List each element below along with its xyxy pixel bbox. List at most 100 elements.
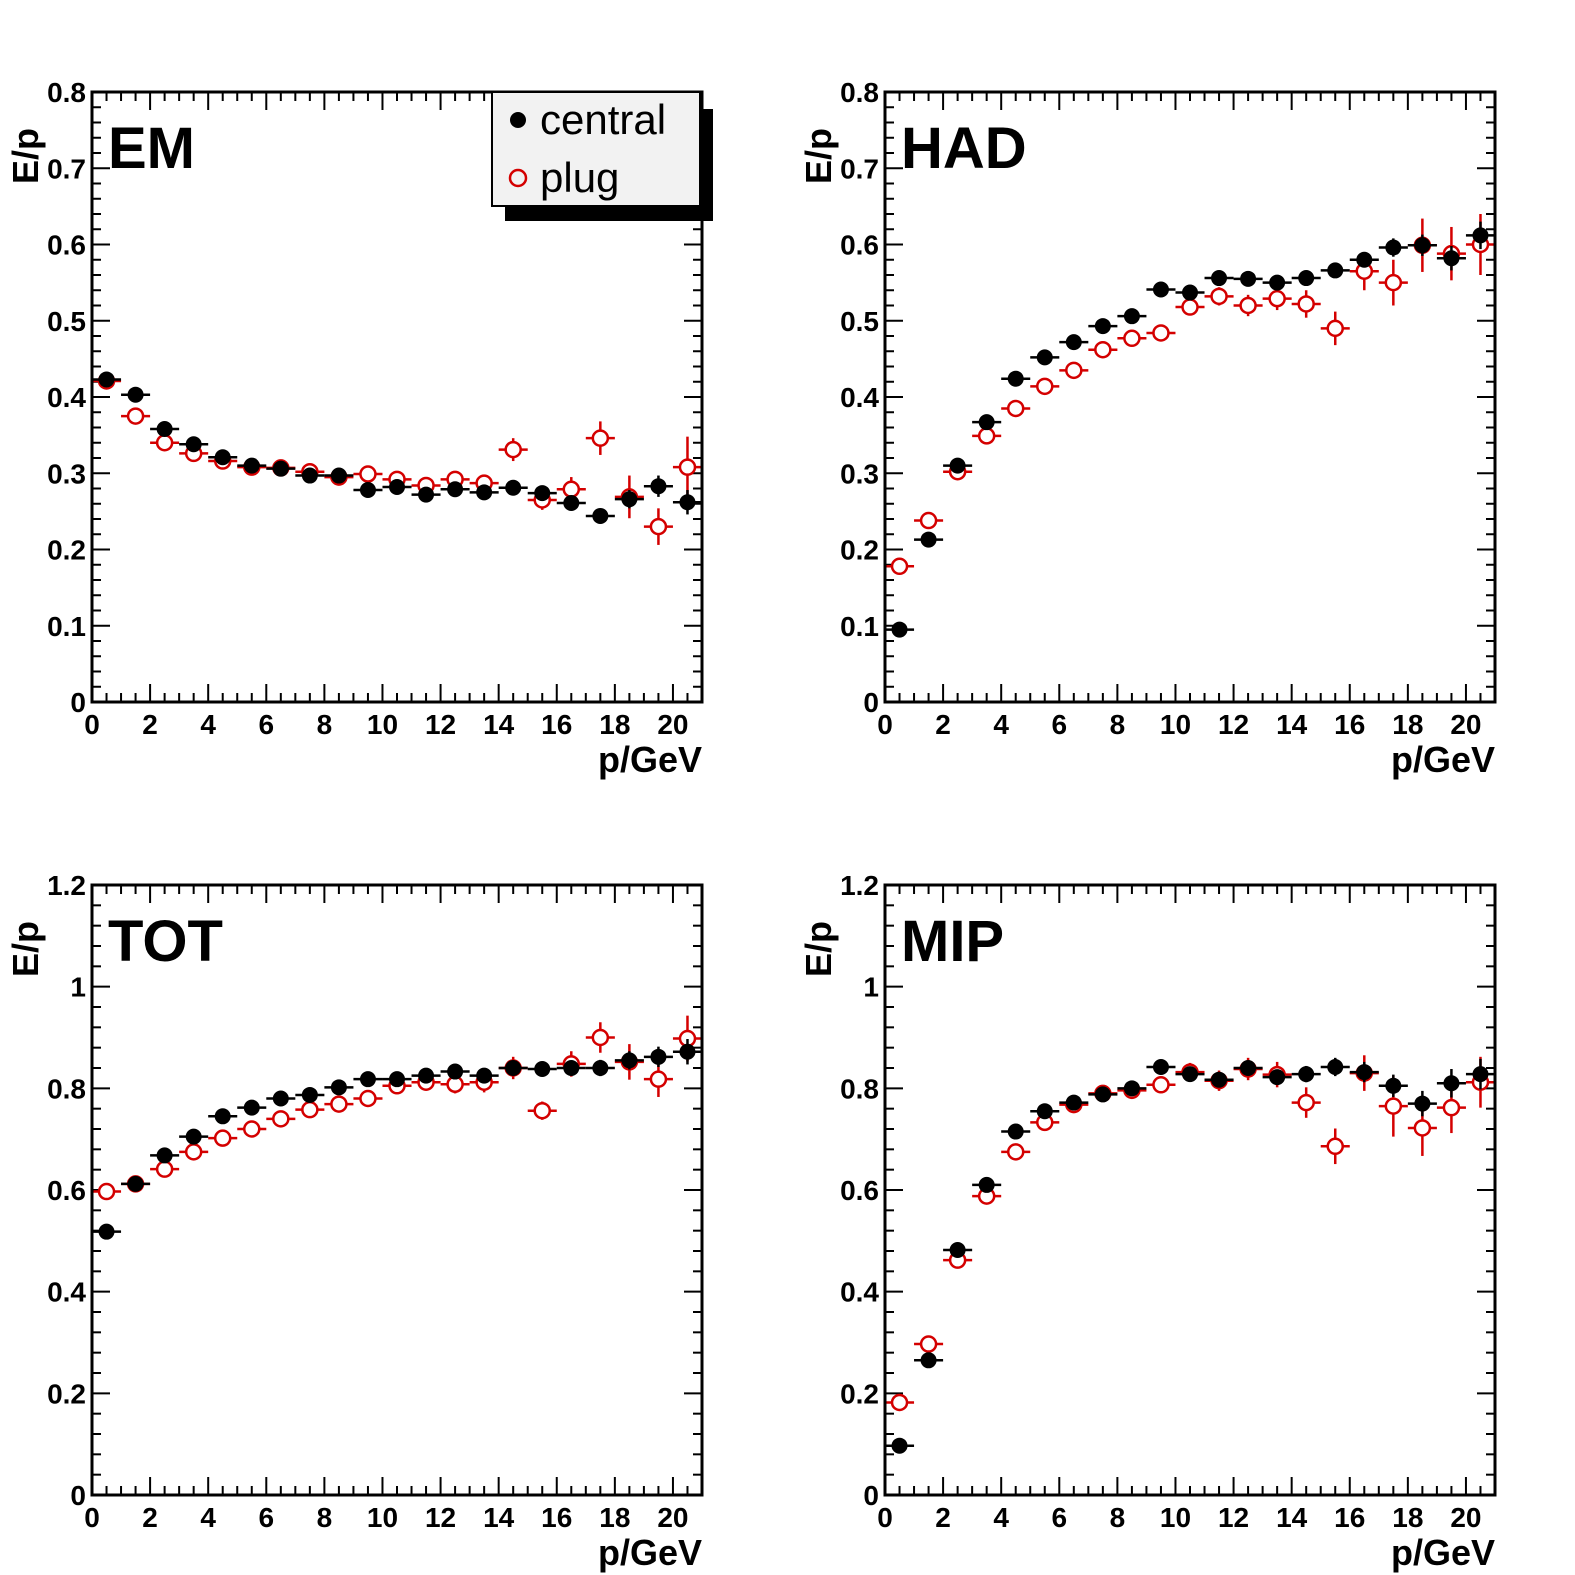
marker-plug: [1384, 273, 1403, 292]
data-point-plug: [1001, 1143, 1031, 1161]
marker-central: [534, 1061, 551, 1078]
marker-central: [1007, 1123, 1024, 1140]
data-point-central: [1465, 221, 1495, 250]
data-point-central: [295, 467, 325, 484]
data-point-plug: [1320, 311, 1350, 346]
marker-central: [621, 1052, 638, 1069]
marker-central: [621, 491, 638, 508]
data-point-central: [208, 449, 238, 466]
marker-central: [156, 421, 173, 438]
legend-label-central: central: [540, 96, 666, 143]
data-point-central: [1233, 1060, 1263, 1076]
x-tick-label: 12: [1218, 1502, 1249, 1533]
x-tick-label: 14: [483, 1502, 515, 1533]
x-tick-label: 6: [1051, 709, 1067, 740]
x-tick-label: 10: [1160, 709, 1191, 740]
marks-tot: [92, 1015, 702, 1240]
data-point-plug: [1436, 1082, 1466, 1134]
data-point-central: [1059, 334, 1089, 351]
marker-central: [1094, 1086, 1111, 1103]
marker-central: [1211, 270, 1228, 287]
data-point-central: [527, 1061, 557, 1078]
y-tick-label: 0.1: [840, 611, 879, 642]
x-tick-label: 10: [367, 1502, 398, 1533]
marker-plug: [1065, 361, 1083, 380]
y-tick-label: 0.6: [47, 1175, 86, 1206]
data-point-plug: [1117, 329, 1147, 348]
x-tick-label: 0: [84, 709, 100, 740]
plot-frame-mip: [883, 883, 1497, 1497]
data-point-plug: [266, 1110, 296, 1128]
data-point-plug: [972, 1187, 1002, 1205]
marker-plug: [1297, 1093, 1315, 1112]
data-point-plug: [324, 1095, 354, 1113]
data-point-central: [1407, 234, 1437, 256]
panel-mip: 0 2 4 6 8 10 12 14 16 18 20 0 0.2 0.4 0.6 0.8 1 1.2 MIP p…: [798, 870, 1497, 1573]
y-tick-label: 0: [70, 1480, 86, 1511]
data-point-central: [943, 1241, 973, 1258]
data-point-central: [1465, 1058, 1495, 1090]
x-tick-label: 2: [935, 1502, 951, 1533]
data-point-central: [1088, 318, 1118, 335]
y-axis-title-tot: E/p: [5, 921, 46, 977]
x-tick-label: 12: [425, 1502, 456, 1533]
legend-box: [491, 91, 701, 207]
y-tick-label: 0.2: [840, 535, 879, 566]
data-point-plug: [150, 434, 180, 452]
x-tick-label: 20: [657, 1502, 688, 1533]
data-point-central: [266, 460, 296, 477]
marker-plug: [155, 434, 174, 452]
marker-plug: [1152, 324, 1170, 342]
x-tick-label: 2: [142, 709, 158, 740]
marker-central: [1356, 251, 1373, 268]
marker-central: [1269, 274, 1286, 291]
plot-frame-em: [90, 90, 704, 704]
data-point-plug: [1001, 399, 1031, 418]
data-point-plug: [914, 1335, 944, 1353]
data-point-central: [92, 371, 122, 388]
marker-plug: [1181, 298, 1199, 316]
marker-central: [1298, 1066, 1315, 1083]
marker-central: [1065, 1094, 1082, 1111]
marker-central: [272, 1090, 289, 1107]
data-point-central: [469, 1067, 499, 1084]
marker-central: [592, 507, 609, 524]
y-tick-label: 0.5: [840, 306, 879, 337]
marker-plug: [1152, 1076, 1170, 1094]
x-tick-label: 10: [1160, 1502, 1191, 1533]
data-point-central: [353, 1071, 383, 1088]
x-tick-label: 2: [142, 1502, 158, 1533]
x-tick-label: 16: [1334, 709, 1365, 740]
data-point-central: [1349, 1061, 1379, 1083]
data-point-central: [266, 1090, 296, 1107]
data-point-central: [885, 621, 915, 638]
y-tick-label: 0.8: [840, 77, 879, 108]
marker-plug: [97, 1182, 116, 1201]
marker-central: [243, 457, 260, 474]
marker-central: [1472, 227, 1489, 244]
marker-central: [1152, 1058, 1169, 1075]
panel-label-had: HAD: [901, 116, 1027, 181]
data-point-central: [614, 1051, 644, 1070]
marker-central: [330, 1079, 347, 1096]
data-point-central: [440, 481, 470, 498]
data-point-plug: [672, 1015, 702, 1062]
marker-central: [1182, 284, 1198, 301]
y-tick-label: 0.7: [47, 153, 86, 184]
y-tick-label: 0.6: [840, 1175, 879, 1206]
marker-central: [1443, 250, 1460, 267]
marker-central: [156, 1147, 173, 1164]
y-tick-label: 0.5: [47, 306, 86, 337]
data-point-central: [1320, 262, 1350, 279]
data-point-plug: [237, 1120, 267, 1138]
marker-central: [330, 467, 347, 484]
marker-plug: [1384, 1097, 1403, 1115]
marker-plug: [126, 407, 145, 425]
x-tick-label: 4: [200, 1502, 216, 1533]
marker-plug: [301, 1100, 319, 1119]
marker-central: [1152, 281, 1169, 298]
marker-central: [920, 1352, 937, 1369]
data-point-central: [527, 485, 557, 502]
x-tick-label: 16: [541, 709, 572, 740]
data-point-plug: [121, 407, 151, 425]
